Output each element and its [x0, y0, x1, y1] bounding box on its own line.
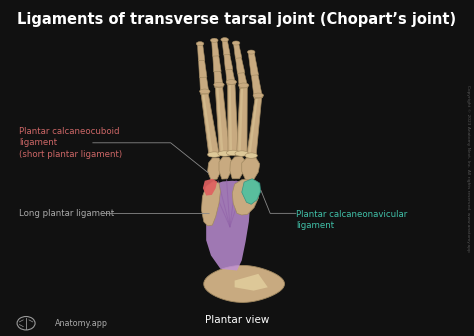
Polygon shape	[206, 181, 250, 270]
Polygon shape	[198, 42, 205, 60]
Polygon shape	[204, 265, 284, 302]
Polygon shape	[203, 179, 217, 196]
Polygon shape	[234, 41, 242, 58]
Polygon shape	[232, 179, 260, 215]
Polygon shape	[201, 181, 220, 226]
Ellipse shape	[214, 82, 224, 87]
Polygon shape	[215, 84, 230, 156]
Ellipse shape	[200, 89, 210, 94]
Polygon shape	[228, 81, 238, 155]
Ellipse shape	[227, 150, 240, 156]
Polygon shape	[229, 85, 232, 155]
Polygon shape	[200, 76, 209, 94]
Ellipse shape	[210, 38, 218, 42]
Polygon shape	[248, 50, 258, 75]
Ellipse shape	[226, 80, 237, 84]
Ellipse shape	[235, 151, 248, 156]
Text: Long plantar ligament: Long plantar ligament	[19, 209, 114, 218]
Ellipse shape	[208, 152, 221, 157]
Text: Plantar calcaneocuboid
ligament
(short plantar ligament): Plantar calcaneocuboid ligament (short p…	[19, 127, 122, 159]
Polygon shape	[208, 158, 222, 180]
Polygon shape	[213, 54, 221, 72]
Text: Ligaments of transverse tarsal joint (Chopart’s joint): Ligaments of transverse tarsal joint (Ch…	[18, 12, 456, 27]
Polygon shape	[230, 156, 246, 179]
Polygon shape	[236, 56, 245, 73]
Ellipse shape	[238, 83, 249, 88]
Ellipse shape	[196, 42, 204, 46]
Ellipse shape	[218, 151, 231, 156]
Polygon shape	[242, 179, 261, 204]
Polygon shape	[248, 98, 258, 157]
Text: Copyright © 2023 Anatomy Next, Inc. All rights reserved. www.anatomy.app: Copyright © 2023 Anatomy Next, Inc. All …	[466, 85, 470, 251]
Polygon shape	[217, 87, 224, 155]
Polygon shape	[222, 38, 230, 55]
Ellipse shape	[253, 93, 264, 98]
Ellipse shape	[247, 50, 255, 54]
Polygon shape	[201, 91, 219, 157]
Polygon shape	[235, 274, 268, 291]
Ellipse shape	[245, 153, 257, 158]
Ellipse shape	[221, 38, 228, 42]
Polygon shape	[202, 94, 213, 157]
Polygon shape	[238, 71, 248, 88]
Polygon shape	[212, 39, 219, 56]
Polygon shape	[214, 70, 223, 88]
Polygon shape	[246, 95, 262, 158]
Polygon shape	[237, 85, 247, 155]
Text: Plantar view: Plantar view	[205, 315, 269, 325]
Polygon shape	[199, 59, 207, 78]
Polygon shape	[219, 157, 232, 179]
Polygon shape	[224, 53, 233, 70]
Text: Plantar calcaneonavicular
ligament: Plantar calcaneonavicular ligament	[296, 210, 408, 230]
Polygon shape	[226, 68, 236, 85]
Text: Anatomy.app: Anatomy.app	[55, 319, 108, 328]
Polygon shape	[242, 158, 260, 180]
Ellipse shape	[232, 41, 240, 45]
Polygon shape	[251, 74, 263, 98]
Polygon shape	[238, 88, 243, 155]
